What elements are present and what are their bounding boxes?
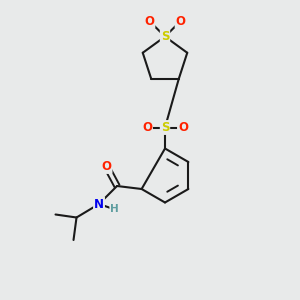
Text: S: S xyxy=(161,30,169,43)
Text: O: O xyxy=(101,160,112,173)
Text: O: O xyxy=(178,121,188,134)
Text: O: O xyxy=(144,14,154,28)
Text: S: S xyxy=(161,121,169,134)
Text: H: H xyxy=(110,204,119,214)
Text: N: N xyxy=(94,197,104,211)
Text: O: O xyxy=(176,14,186,28)
Text: O: O xyxy=(142,121,152,134)
